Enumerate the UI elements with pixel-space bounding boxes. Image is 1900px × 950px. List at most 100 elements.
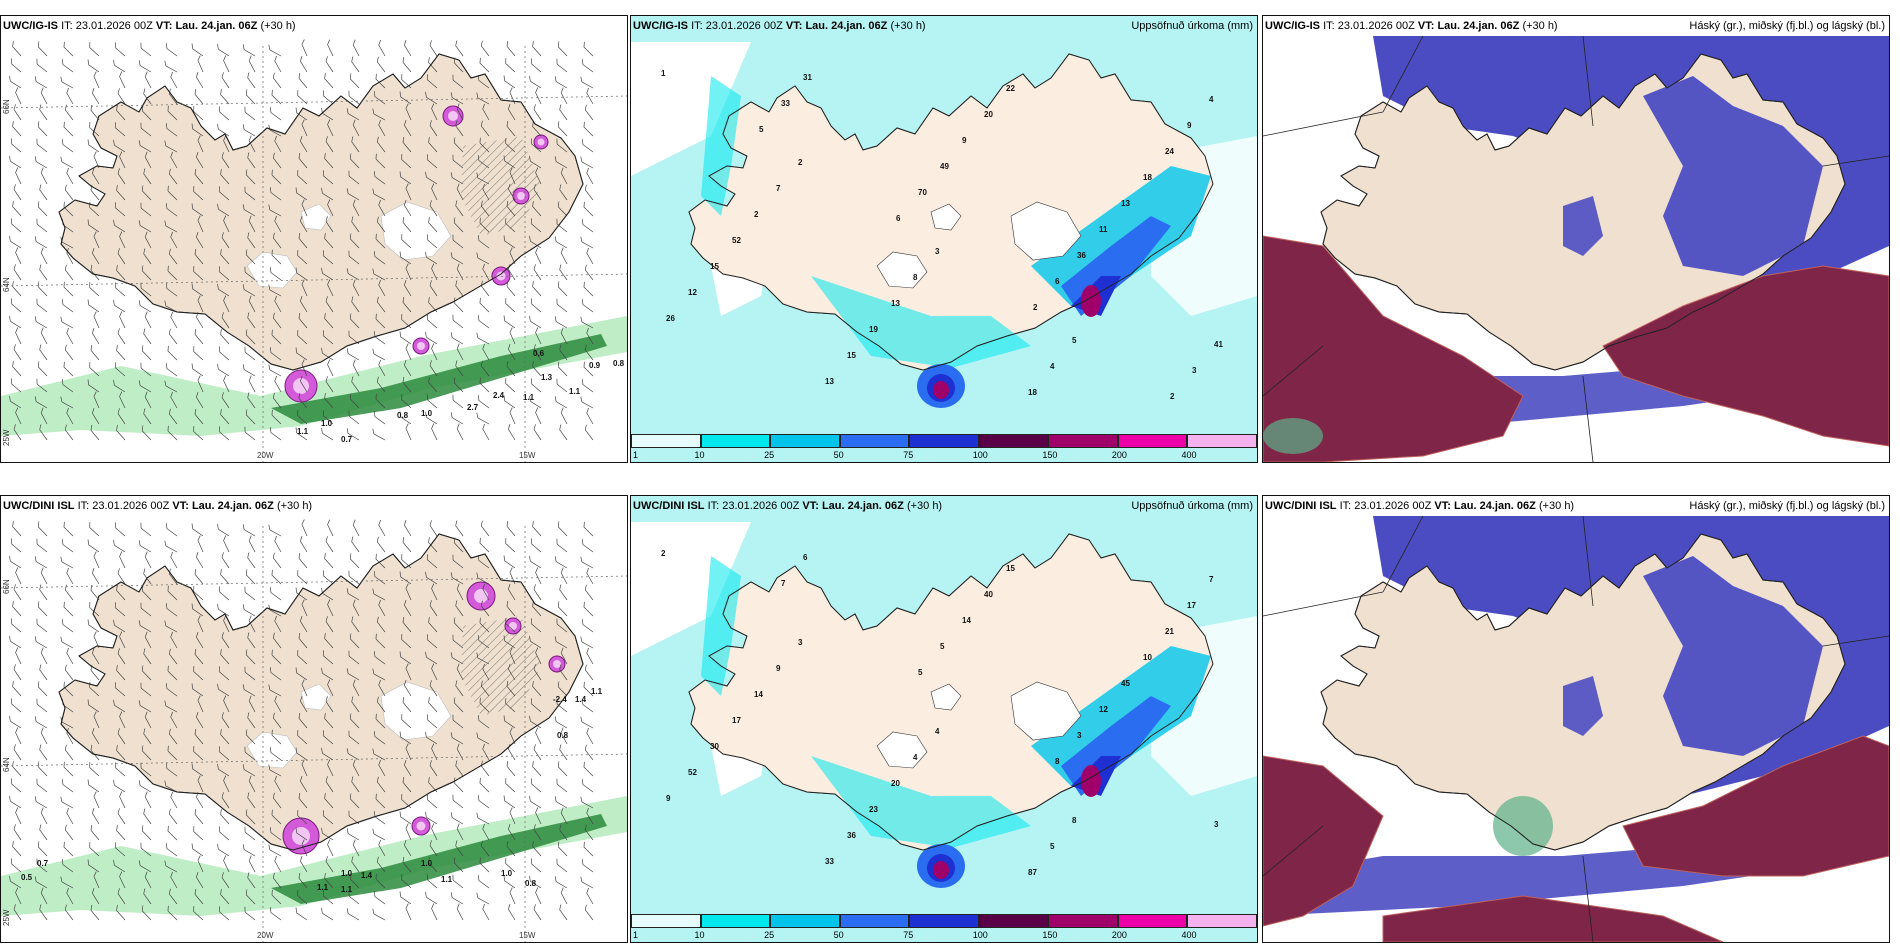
wind-barb <box>217 283 230 297</box>
wind-barb <box>247 872 256 889</box>
wind-barb <box>143 408 152 425</box>
wind-barb <box>117 648 126 665</box>
wind-barb <box>116 425 126 441</box>
wind-barb <box>274 375 282 393</box>
precip-patch <box>701 556 741 696</box>
wind-barb <box>272 872 282 889</box>
wind-barb <box>321 427 334 441</box>
wind-barb <box>404 279 412 297</box>
colorbar-tick: 200 <box>1111 930 1127 940</box>
glacier <box>930 683 962 711</box>
value-label: 1.1 <box>441 875 453 884</box>
wind-barb <box>429 280 438 297</box>
wind-barb <box>247 72 256 89</box>
colorbar-swatch <box>909 434 979 448</box>
wind-barb <box>401 314 412 329</box>
wind-barb <box>166 43 178 57</box>
value-label: 6 <box>1055 277 1060 286</box>
wind-barb <box>220 809 230 825</box>
wind-barb <box>117 728 126 745</box>
wind-barb <box>559 344 568 361</box>
wind-barb <box>404 599 412 617</box>
wind-barb <box>560 327 568 345</box>
wind-barb <box>66 247 74 265</box>
wind-barb <box>60 876 74 889</box>
value-label: 36 <box>1077 251 1086 260</box>
wind-barb <box>402 376 412 393</box>
projection-gridline <box>1263 111 1384 137</box>
wind-barb <box>64 744 74 761</box>
wind-barb <box>247 152 256 169</box>
wind-barb <box>325 56 334 73</box>
value-label: 0.8 <box>525 879 537 888</box>
wind-barb <box>167 585 178 601</box>
wind-barb <box>325 376 334 393</box>
wind-barb <box>143 168 152 185</box>
wind-barb <box>92 407 100 425</box>
wind-barb <box>427 394 438 409</box>
wind-barb <box>66 327 74 345</box>
panel-header: UWC/IG-IS IT: 23.01.2026 00Z VT: Lau. 24… <box>633 20 926 32</box>
wind-barb <box>399 811 412 825</box>
value-label: 0.5 <box>21 873 33 882</box>
projection-gridline <box>1263 591 1384 617</box>
wind-barb <box>348 570 360 585</box>
value-label: 4 <box>935 727 940 736</box>
wind-barb <box>270 347 282 361</box>
wind-barb <box>509 887 516 905</box>
wind-barb <box>378 199 386 217</box>
wind-barb <box>405 903 412 921</box>
wind-barb <box>452 154 464 169</box>
wind-barb <box>196 871 204 889</box>
wind-barb <box>113 299 126 313</box>
wind-barb <box>374 331 386 345</box>
wind-barb <box>37 361 48 377</box>
wind-barb <box>554 716 568 729</box>
wind-barb <box>482 663 490 681</box>
wind-barb <box>321 907 334 921</box>
wind-barb <box>456 903 464 921</box>
wind-barb <box>554 796 568 809</box>
wind-barb <box>274 215 282 233</box>
wind-barb <box>554 316 568 329</box>
wind-barb <box>374 811 386 825</box>
wind-barb <box>456 183 464 201</box>
wind-barb <box>37 841 48 857</box>
wind-barb <box>60 396 74 409</box>
wind-barb <box>219 266 230 281</box>
wind-barb <box>327 119 334 137</box>
wind-barb <box>15 247 22 265</box>
wind-barb <box>531 378 542 393</box>
wind-barb <box>220 729 230 745</box>
wind-barb <box>116 665 126 681</box>
wind-barb <box>298 152 308 169</box>
wind-barb <box>583 41 594 57</box>
wind-barb <box>144 151 152 169</box>
glacier <box>380 681 452 741</box>
wind-barb <box>372 668 386 681</box>
wind-barb <box>405 183 412 201</box>
wind-barb <box>87 539 100 553</box>
colorbar-swatch <box>909 914 979 928</box>
wind-barb <box>196 551 204 569</box>
wind-barb <box>348 890 360 905</box>
value-label: 1.4 <box>361 871 373 880</box>
wind-barb <box>117 408 126 425</box>
wind-barb <box>40 87 48 105</box>
wind-barb <box>193 426 204 441</box>
wind-barb <box>143 808 152 825</box>
wind-barb <box>323 570 334 585</box>
wind-barb <box>271 729 282 745</box>
wind-barb <box>272 152 282 169</box>
wind-barb <box>13 264 22 281</box>
wind-barb <box>404 839 412 857</box>
wind-barb <box>503 75 516 89</box>
wind-barb <box>348 170 360 185</box>
wind-barb <box>143 568 152 585</box>
coastline-overlay <box>688 533 1214 851</box>
wind-barb <box>425 571 438 585</box>
wind-barb <box>399 411 412 425</box>
wind-barb <box>39 424 48 441</box>
wind-barb <box>554 556 568 569</box>
wind-barb <box>531 778 542 793</box>
